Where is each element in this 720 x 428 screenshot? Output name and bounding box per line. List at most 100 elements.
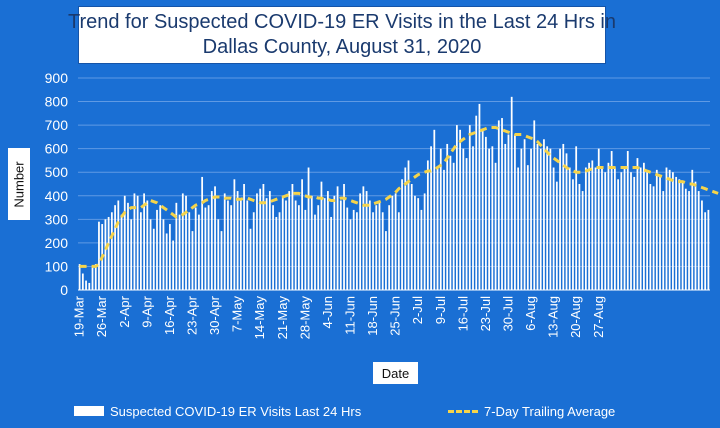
bar (485, 136, 487, 290)
bar (210, 191, 213, 290)
bar (575, 146, 578, 290)
bar (346, 207, 349, 290)
bar (526, 165, 529, 290)
bar (530, 148, 532, 290)
bar (552, 167, 555, 290)
bar (401, 179, 403, 290)
bar (333, 195, 336, 290)
bar (233, 179, 236, 290)
bar (230, 205, 233, 290)
bar (704, 212, 707, 290)
bar (397, 212, 400, 290)
bar (207, 205, 210, 290)
bar (446, 143, 449, 290)
bar (517, 167, 520, 290)
bar (85, 280, 87, 290)
x-tick-label: 26-Mar (94, 295, 109, 337)
bar (259, 188, 262, 290)
bar (597, 148, 600, 290)
bar (320, 181, 323, 290)
bar (501, 118, 503, 291)
bar (394, 193, 397, 290)
bar (336, 186, 339, 290)
x-tick-label: 30-Jul (500, 296, 515, 332)
bar (165, 233, 168, 290)
bar (417, 198, 420, 290)
bar (239, 200, 242, 290)
x-tick-label: 7-May (230, 296, 245, 333)
bar (368, 200, 371, 290)
bar (198, 214, 200, 290)
bar (268, 191, 271, 290)
x-tick-label: 20-Aug (568, 296, 583, 338)
legend-bar-label: Suspected COVID-19 ER Visits Last 24 Hrs (110, 403, 362, 419)
bar (278, 212, 281, 290)
bar (249, 228, 252, 290)
bar (684, 188, 687, 290)
bar (455, 125, 458, 290)
bar (365, 191, 368, 290)
y-tick-label: 200 (45, 235, 69, 251)
bar (436, 167, 439, 290)
x-tick-label: 16-Apr (162, 295, 177, 335)
x-tick-label: 14-May (252, 296, 267, 340)
x-tick-label: 28-May (297, 296, 312, 340)
bar (462, 148, 465, 290)
bar (378, 202, 381, 290)
x-tick-label: 30-Apr (207, 295, 222, 335)
bar (504, 143, 507, 290)
bar (214, 186, 216, 290)
bar (601, 167, 603, 290)
bar (152, 228, 155, 290)
bar (646, 172, 649, 290)
bar (114, 205, 116, 290)
x-tick-label: 6-Aug (523, 296, 538, 331)
bar (643, 162, 645, 290)
bar (478, 103, 481, 291)
bar (149, 219, 152, 290)
bar (559, 148, 561, 290)
bar (694, 181, 697, 290)
bar (468, 125, 471, 290)
bar (120, 214, 123, 290)
bar (578, 184, 581, 290)
bar (649, 184, 652, 290)
bar (591, 160, 594, 290)
bar (410, 184, 413, 290)
bar (185, 195, 187, 290)
bar (672, 172, 674, 290)
bar (159, 205, 162, 290)
x-tick-label: 23-Jul (478, 296, 493, 332)
x-tick-label: 9-Apr (139, 295, 154, 327)
bar (423, 193, 426, 290)
bar (707, 209, 710, 290)
legend-item-bars: Suspected COVID-19 ER Visits Last 24 Hrs (74, 402, 361, 420)
bar (407, 160, 410, 290)
bar (659, 174, 661, 290)
bar (146, 200, 149, 290)
bar (133, 193, 136, 290)
bar (94, 264, 97, 290)
bar (555, 181, 558, 290)
legend-line-label: 7-Day Trailing Average (484, 403, 616, 419)
y-tick-label: 900 (45, 70, 69, 86)
bar (697, 191, 700, 290)
bar (349, 219, 352, 290)
y-tick-label: 100 (45, 258, 69, 274)
x-tick-label: 11-Jun (342, 296, 357, 335)
bar (81, 273, 84, 290)
bar (220, 231, 223, 290)
bar (265, 198, 268, 290)
x-tick-label: 23-Apr (184, 295, 199, 335)
bar (285, 200, 287, 290)
bar (459, 129, 461, 290)
bar (136, 195, 139, 290)
bar (104, 219, 107, 290)
bar (510, 96, 513, 290)
bar (139, 212, 142, 290)
x-tick-label: 9-Jul (433, 296, 448, 324)
y-axis-label: Number (11, 160, 27, 208)
x-tick-label: 21-May (275, 296, 290, 340)
bar (594, 167, 597, 290)
